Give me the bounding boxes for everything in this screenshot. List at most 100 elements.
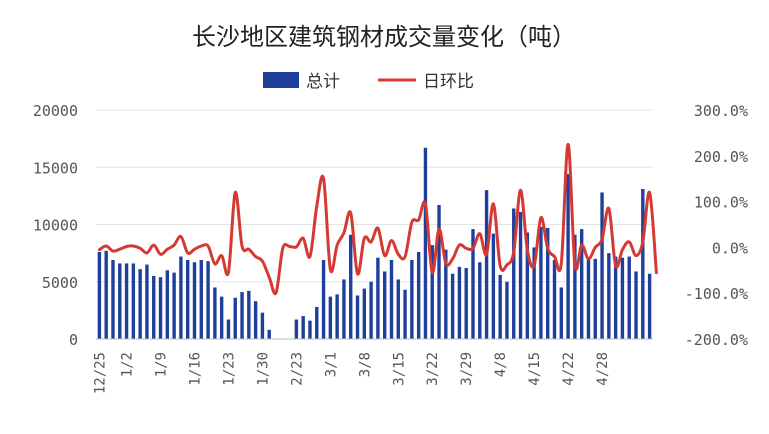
line-path-ratio [97,142,658,296]
bar [586,258,591,339]
bar [457,266,462,339]
bar [152,276,156,339]
bar [213,287,217,339]
bar [172,272,176,339]
left-tick-label: 0 [69,331,78,349]
left-tick-label: 5000 [42,274,78,292]
bar [315,306,319,339]
bar [369,281,373,339]
bar [539,226,543,339]
bar [430,245,434,339]
bar [145,264,149,339]
bar [444,249,448,339]
bar [559,287,563,339]
bar [321,259,326,339]
right-tick-label: 200.0% [694,148,748,166]
bar [111,259,115,339]
bar [450,273,455,339]
right-tick-label: 300.0% [694,102,748,120]
bar [138,269,142,339]
x-tick-label: 3/22 [425,352,441,386]
bar [613,256,618,339]
left-tick-label: 20000 [33,102,78,120]
left-tick-label: 15000 [33,159,78,177]
bar [192,262,197,339]
bar [552,259,557,339]
bar-series [97,147,652,339]
bar [600,192,604,339]
bar [342,279,346,339]
bar [566,174,570,339]
bar [505,281,509,339]
bar [179,256,183,339]
bar [233,297,237,339]
bar [607,253,611,339]
legend-label-line: 日环比 [423,72,474,92]
x-tick-label: 4/15 [527,352,543,386]
bar [240,292,244,339]
legend: 总计 日环比 [263,72,474,92]
bar [376,257,380,339]
bar [478,262,482,339]
bar [206,261,210,339]
bar [641,189,645,339]
right-tick-label: -200.0% [685,331,748,349]
bar [382,271,387,339]
bar [634,271,638,339]
x-tick-label: 3/29 [459,352,475,386]
right-tick-label: -100.0% [685,285,748,303]
bar [165,270,170,339]
x-tick-label: 1/16 [187,352,203,386]
x-tick-label: 3/8 [357,352,373,377]
left-axis: 0 5000 10000 15000 20000 [33,102,78,349]
right-tick-label: 100.0% [694,194,748,212]
x-tick-label: 1/2 [120,352,136,377]
x-tick-label: 1/23 [221,352,237,386]
bar [247,290,251,339]
bar [464,268,468,339]
bar [362,288,367,339]
bar [199,259,203,339]
bar [403,289,407,339]
x-tick-label: 1/30 [255,352,271,386]
line-series [97,142,658,296]
bar [620,257,625,339]
bar [131,263,136,339]
bar [396,279,400,339]
bar [186,259,190,339]
x-axis: 12/25 1/2 1/9 1/16 1/23 1/30 2/23 3/1 3/8 3/15 3/2… [92,352,611,394]
bar [219,296,224,339]
bar [410,259,414,339]
bar [532,247,536,339]
bar [355,295,360,339]
bar [423,147,428,339]
x-tick-label: 4/22 [561,352,577,386]
bar [267,329,271,339]
bar [335,294,339,339]
bar [328,296,333,339]
bar [308,320,312,339]
right-axis: -200.0% -100.0% 0.0% 100.0% 200.0% 300.0% [685,102,748,349]
bar [118,263,122,339]
bar [647,273,652,339]
x-tick-label: 2/23 [289,352,305,386]
x-tick-label: 3/15 [391,352,407,386]
x-tick-label: 3/1 [323,352,339,377]
legend-label-bar: 总计 [306,72,340,92]
left-tick-label: 10000 [33,217,78,235]
bar [525,232,530,339]
x-tick-label: 1/9 [154,352,170,377]
right-tick-label: 0.0% [712,239,748,257]
bar [389,259,394,339]
bar [546,227,550,339]
bar [518,211,523,339]
bar [260,312,265,339]
bar [104,250,108,339]
bar [437,205,441,339]
chart-title: 长沙地区建筑钢材成交量变化（吨） [192,23,576,51]
bar [484,190,489,339]
bar [226,319,231,339]
bar [349,234,353,339]
bar [491,233,496,339]
